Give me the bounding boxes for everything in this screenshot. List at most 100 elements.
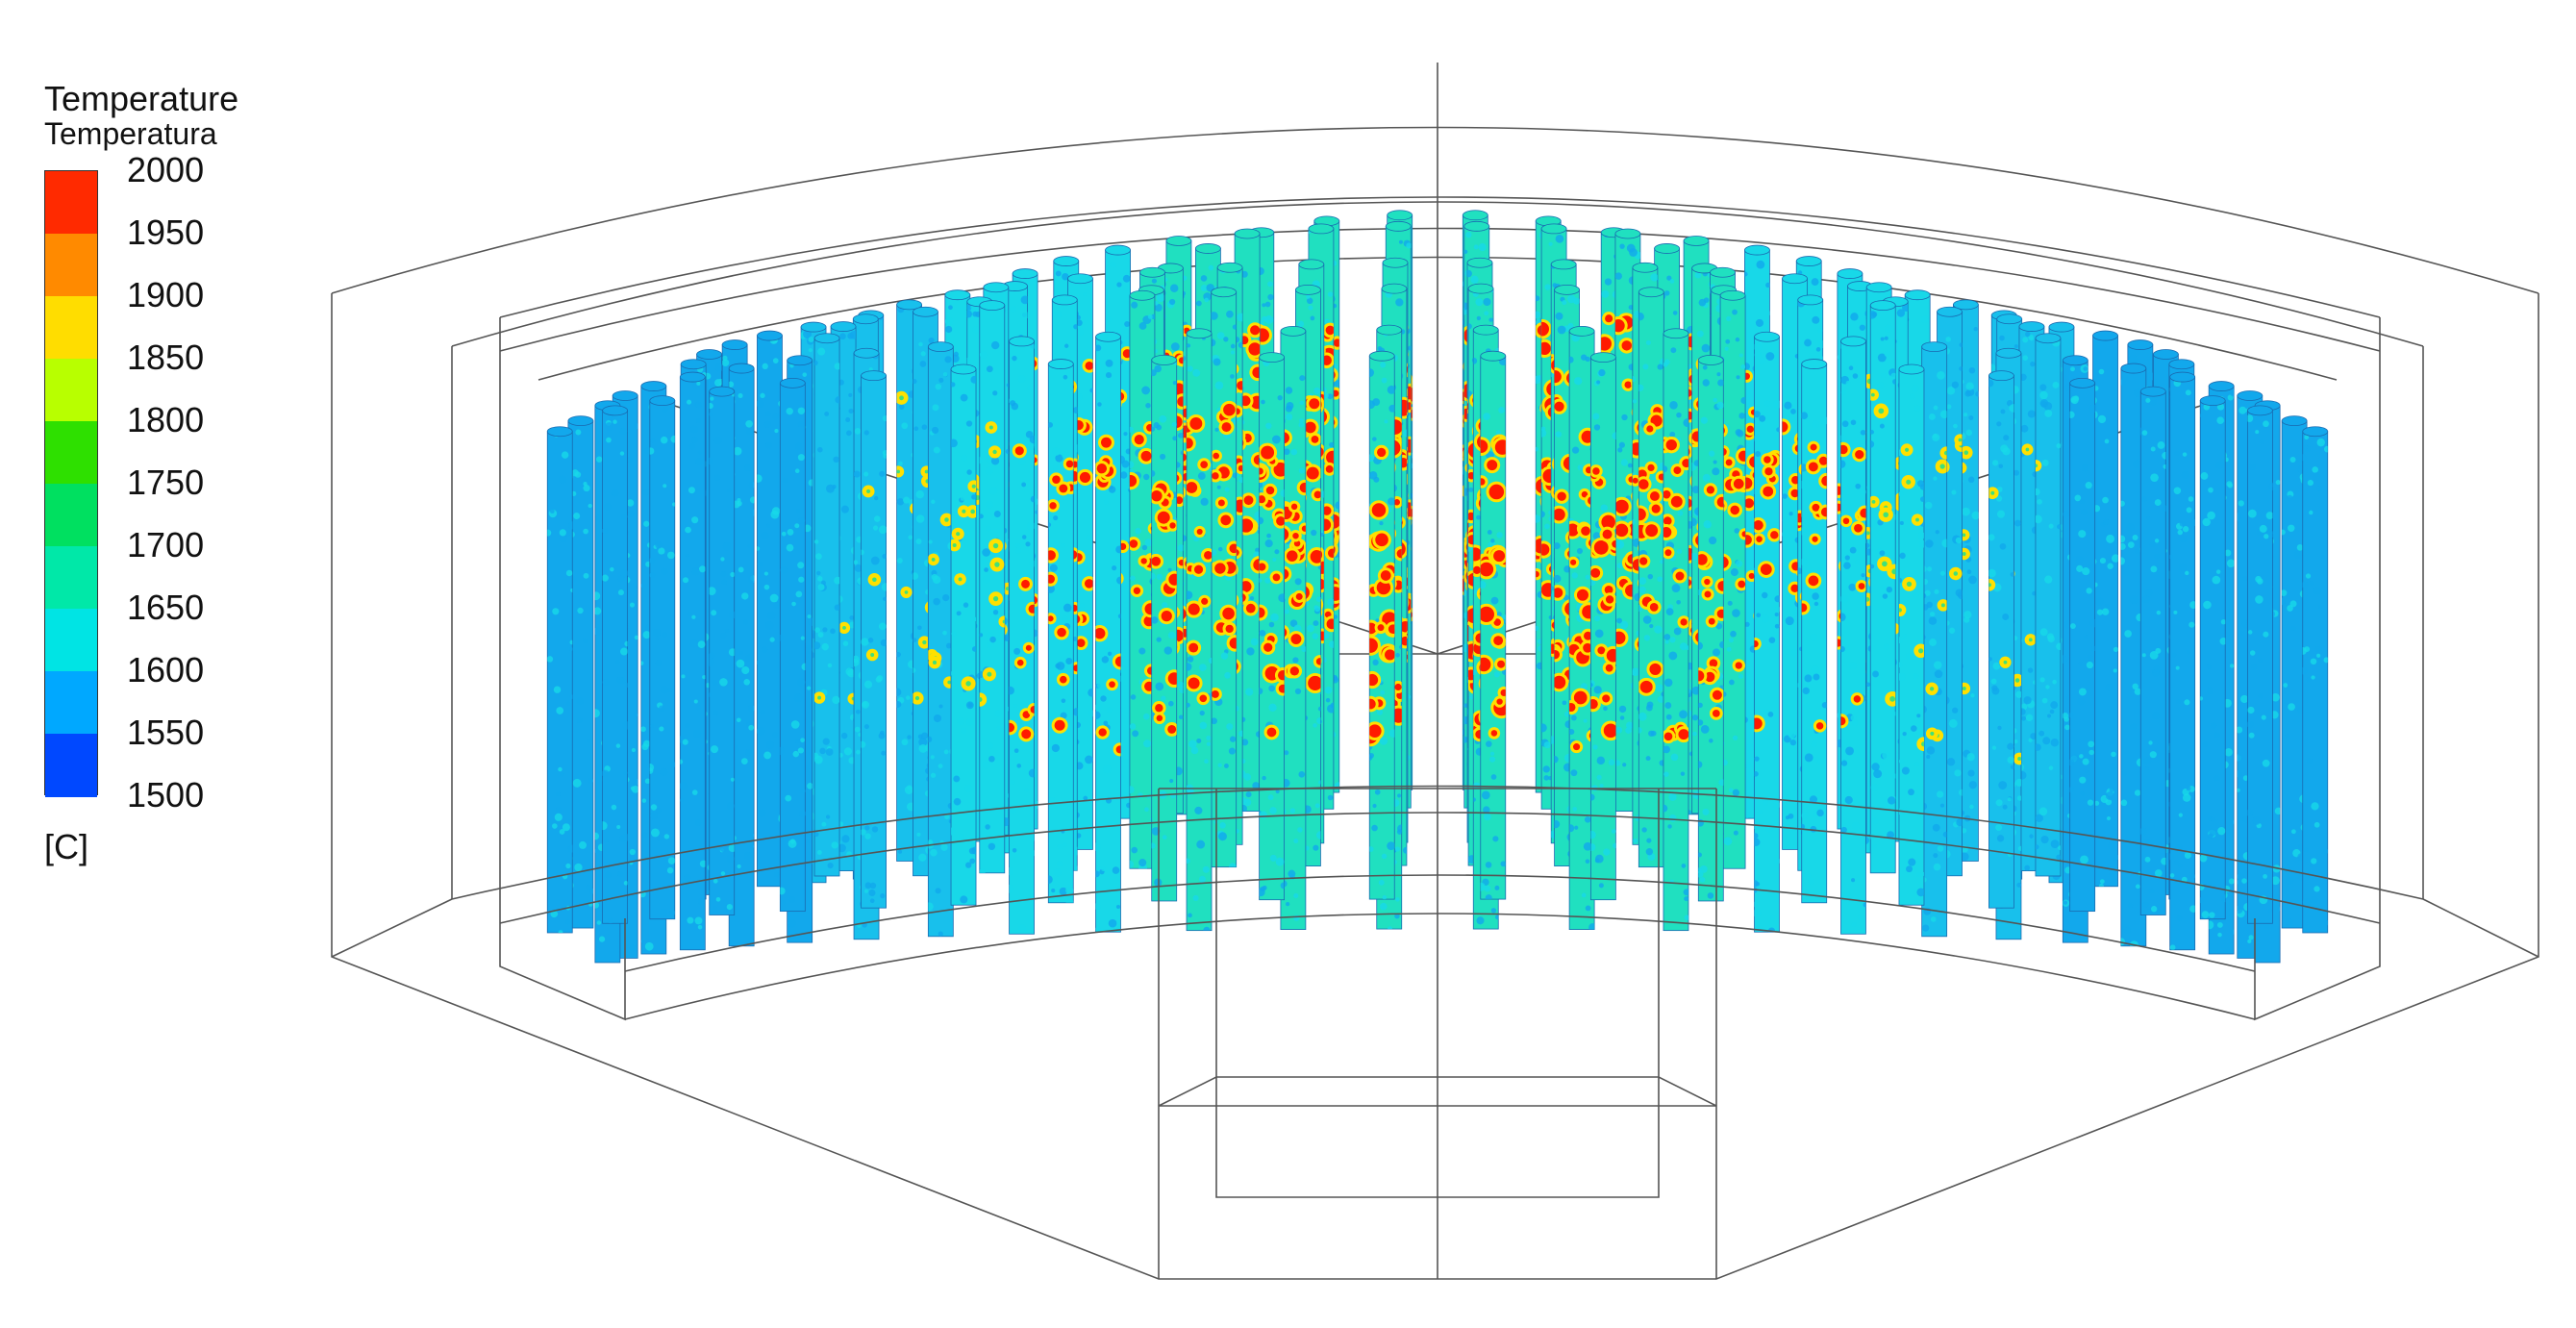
rod-speckle — [1394, 914, 1400, 919]
rod-speckle — [1200, 285, 1208, 292]
rod-speckle — [915, 489, 924, 499]
rod-hot-spot — [1309, 398, 1320, 410]
rod-speckle — [1177, 544, 1184, 552]
rod-speckle — [1614, 539, 1623, 547]
rod-speckle — [839, 333, 846, 340]
rod-speckle — [1388, 926, 1392, 930]
rod-speckle — [979, 867, 987, 873]
rod-speckle — [985, 466, 994, 476]
rod-speckle — [1792, 515, 1799, 522]
rod-speckle — [1180, 450, 1184, 456]
rod-speckle — [1177, 681, 1184, 689]
rod-hot-spot — [1744, 498, 1755, 509]
rod-hot-spot — [1178, 357, 1184, 364]
rod-speckle — [1214, 381, 1224, 390]
rod-speckle — [918, 738, 928, 747]
rod-speckle — [1536, 514, 1541, 523]
rod-speckle — [1328, 640, 1334, 648]
rod-speckle — [1398, 239, 1403, 244]
rod-cap — [1654, 243, 1681, 254]
rod-speckle — [1306, 297, 1313, 305]
rod-speckle — [1660, 559, 1664, 564]
rod-speckle — [1724, 346, 1729, 351]
rod-speckle — [982, 760, 991, 769]
rod-speckle — [1638, 712, 1647, 721]
rod-speckle — [1691, 486, 1700, 494]
rod-speckle — [1815, 347, 1821, 352]
rod-speckle — [1147, 314, 1153, 319]
rod-speckle — [1536, 295, 1540, 302]
rod-speckle — [1871, 763, 1880, 771]
rod-cap — [1308, 223, 1335, 235]
rod-hot-spot — [1554, 588, 1563, 598]
rod-speckle — [1264, 301, 1271, 308]
rod-speckle — [1316, 831, 1321, 839]
rod-hot-spot — [1639, 680, 1653, 693]
rod-body — [979, 305, 1006, 874]
rod-speckle — [1169, 284, 1179, 292]
rod-speckle — [1672, 311, 1678, 315]
rod-speckle — [1955, 589, 1963, 597]
rod-speckle — [1645, 704, 1653, 712]
rod-hot-spot — [1250, 325, 1261, 336]
rod-speckle — [1632, 376, 1637, 383]
rod-speckle — [2029, 336, 2035, 341]
rod-speckle — [1892, 712, 1896, 716]
rod-cap — [1837, 268, 1863, 279]
rod-speckle — [1650, 273, 1658, 282]
rod-speckle — [848, 408, 854, 414]
rod-speckle — [1088, 689, 1093, 697]
rod-speckle — [1230, 343, 1236, 349]
rod-speckle — [1959, 366, 1963, 371]
rod-speckle — [1397, 793, 1402, 798]
rod-speckle — [1313, 844, 1319, 851]
rod-hot-spot — [1658, 473, 1664, 481]
rod-cap — [1211, 287, 1238, 298]
rod-speckle — [972, 311, 979, 317]
rod-mid-spot — [992, 449, 997, 455]
rod-speckle — [1170, 342, 1180, 351]
rod-speckle — [979, 514, 984, 519]
rod-speckle — [1131, 301, 1138, 309]
rod-speckle — [1307, 624, 1314, 633]
rod-speckle — [1616, 563, 1623, 569]
rod-cap — [830, 321, 857, 332]
rod-mid-spot — [2028, 638, 2033, 642]
rod-speckle — [1314, 606, 1321, 613]
legend-tick-label: 1600 — [127, 650, 205, 689]
rod-speckle — [1884, 324, 1893, 333]
rod-speckle — [1126, 336, 1131, 340]
rod-speckle — [1554, 820, 1561, 829]
rod-speckle — [1151, 278, 1158, 284]
rod-speckle — [1614, 760, 1621, 766]
rod-speckle — [1804, 338, 1812, 347]
rod-speckle — [1669, 279, 1675, 284]
rod-speckle — [989, 636, 996, 643]
rod-speckle — [1224, 487, 1230, 492]
rod-hot-spot — [1647, 464, 1655, 471]
rod-mid-spot — [1963, 450, 1969, 455]
rod-cap — [1067, 273, 1093, 285]
rod-speckle — [1005, 706, 1009, 712]
rod-hot-spot — [1313, 490, 1321, 499]
rod-speckle — [1879, 423, 1885, 429]
rod-hot-spot — [1725, 459, 1733, 466]
rod-hot-spot — [1079, 471, 1091, 484]
rod-cap — [1466, 257, 1493, 268]
rod-speckle — [1892, 773, 1896, 779]
rod-speckle — [2030, 733, 2038, 740]
rod-speckle — [1395, 652, 1400, 658]
legend-swatch — [45, 609, 97, 672]
rod-speckle — [916, 832, 921, 837]
rod-speckle — [1618, 705, 1627, 714]
rod-speckle — [1755, 318, 1764, 327]
rod-hot-spot — [1212, 472, 1219, 480]
rod-speckle — [1875, 547, 1882, 554]
rod-cap — [944, 289, 971, 301]
rod-hot-spot — [1554, 508, 1565, 521]
rod-speckle — [1744, 415, 1751, 422]
rod-hot-spot — [1614, 631, 1626, 644]
rod-hot-spot — [1748, 572, 1755, 580]
rod-speckle — [1782, 516, 1789, 524]
rod-speckle — [992, 390, 998, 396]
